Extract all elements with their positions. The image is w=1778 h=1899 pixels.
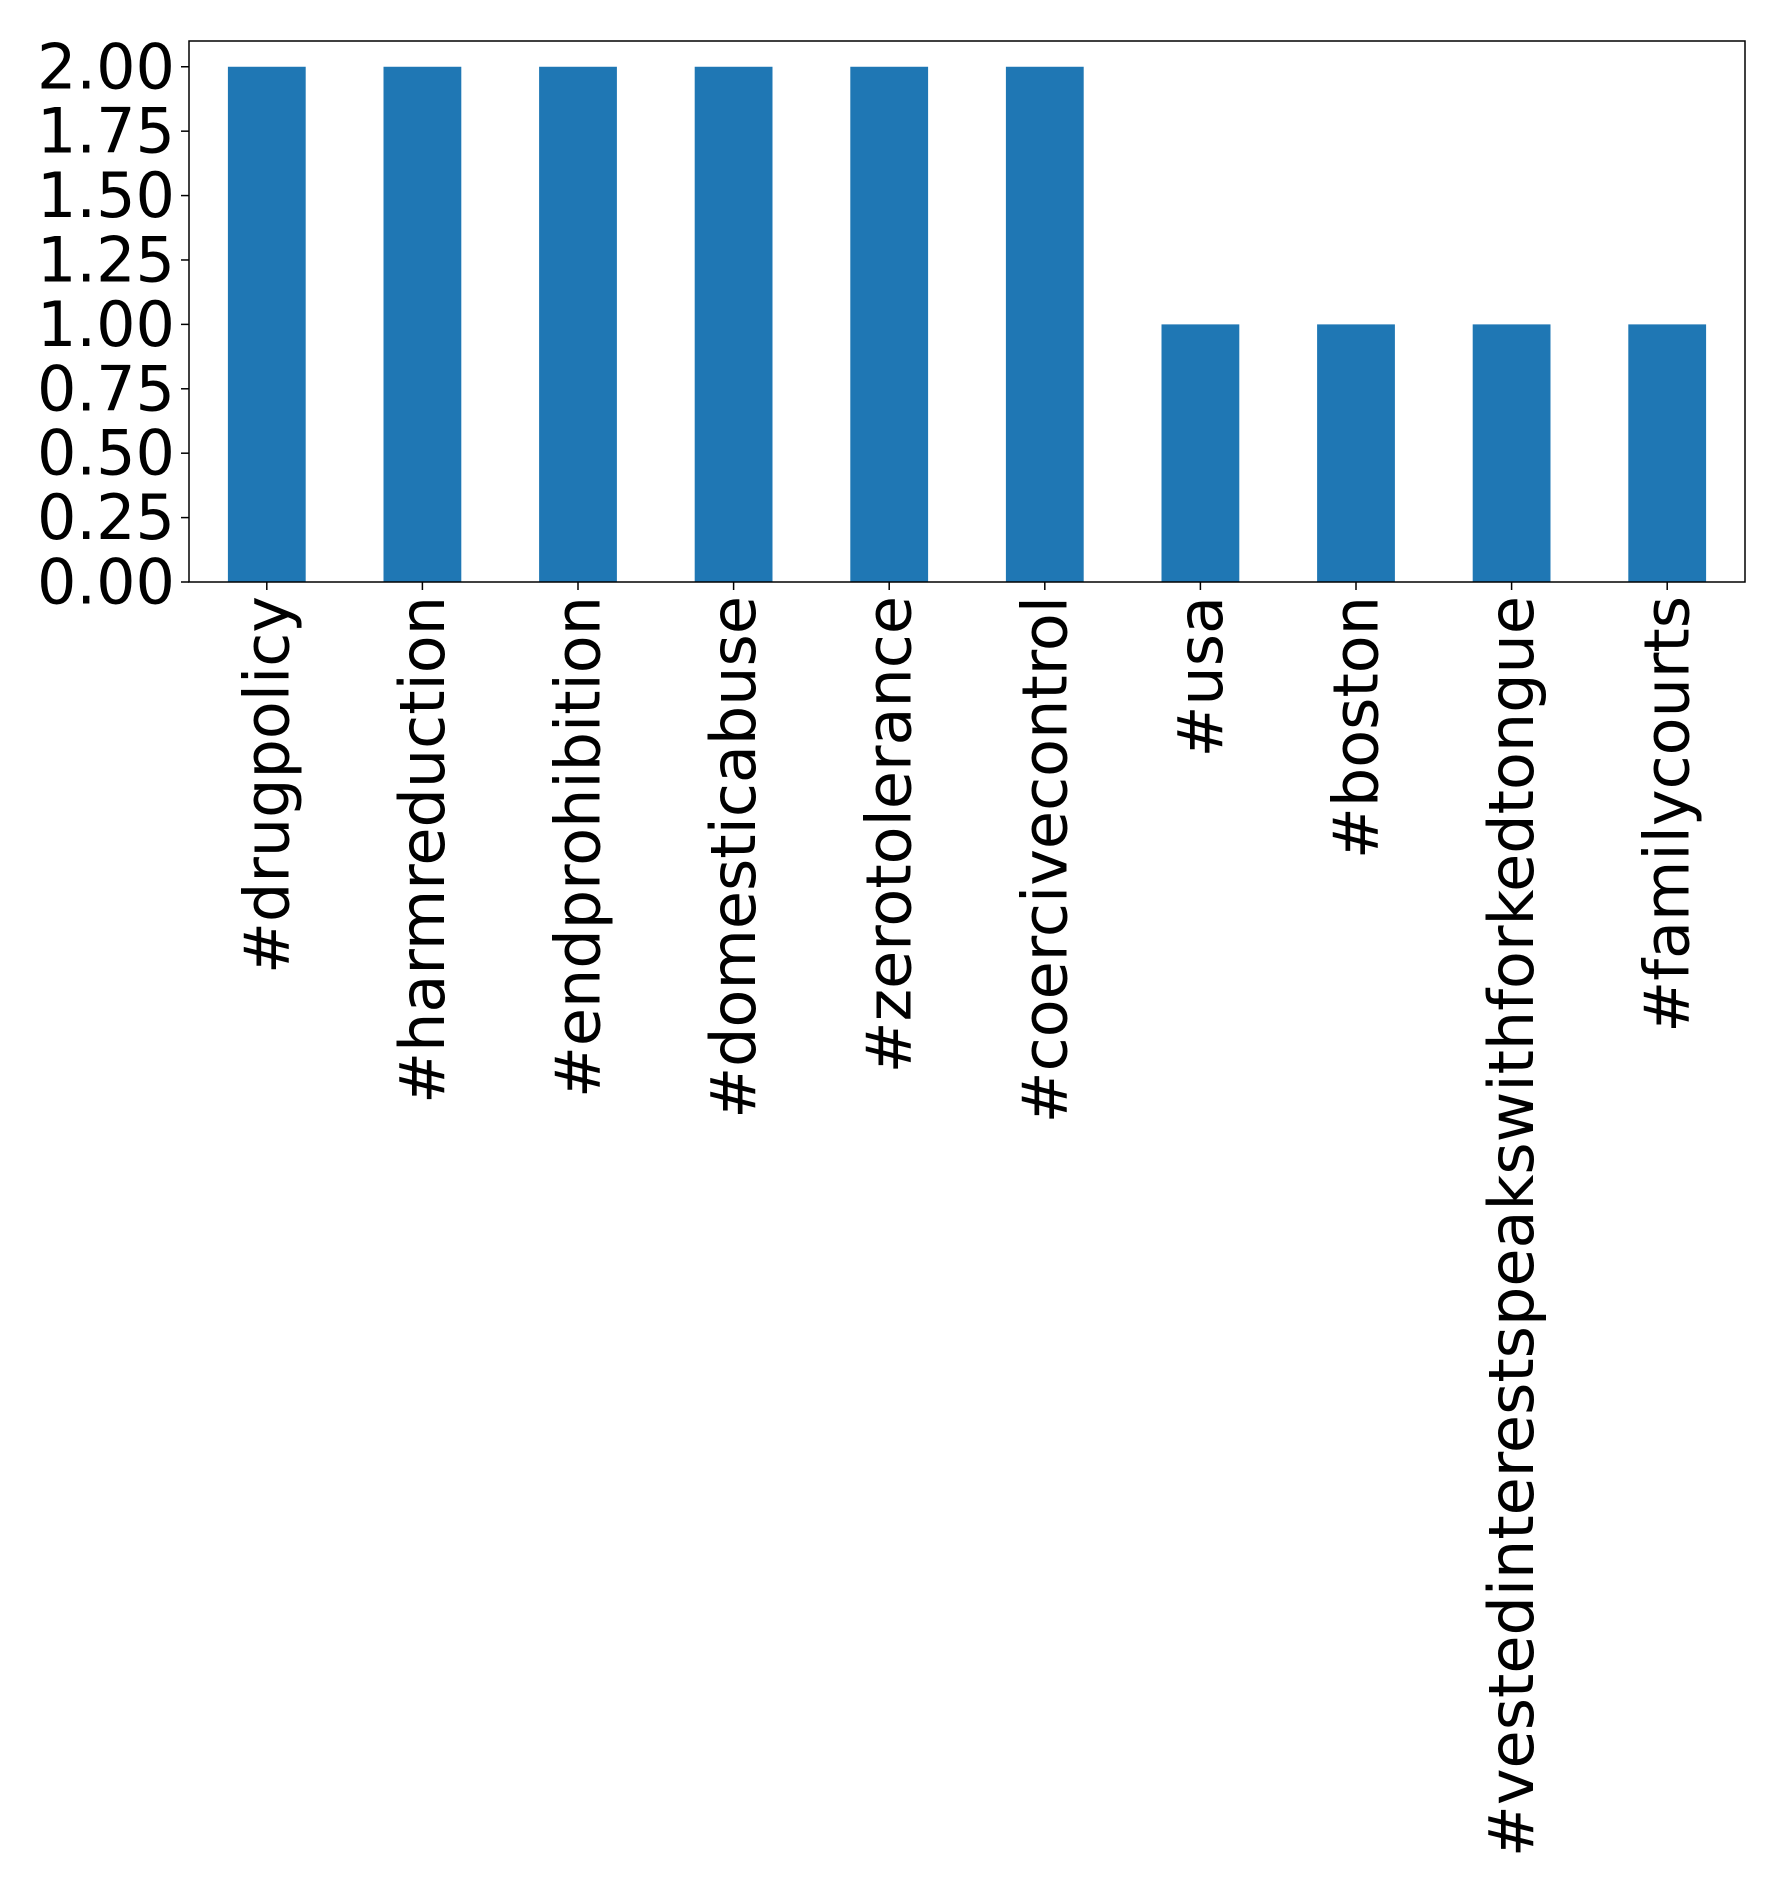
y-tick-label: 0.00 (37, 546, 175, 619)
x-tick-label: #familycourts (1631, 596, 1704, 1033)
bar-usa (1161, 324, 1240, 582)
bar-vestedinterestspeakswithforkedtongue (1472, 324, 1551, 582)
x-tick-label: #zerotolerance (853, 596, 926, 1073)
x-tick-label: #harmreduction (386, 596, 459, 1104)
plot-frame (188, 40, 1746, 583)
y-tick-label: 0.25 (37, 481, 175, 554)
x-tick-label: #drugpolicy (230, 596, 303, 974)
bar-zerotolerance (850, 66, 929, 582)
bar-harmreduction (383, 66, 462, 582)
y-tick-label: 1.75 (37, 95, 175, 168)
x-tick-label: #boston (1320, 596, 1393, 859)
y-tick-label: 0.50 (37, 417, 175, 490)
x-tick-label: #coercivecontrol (1008, 596, 1081, 1123)
y-axis: 0.000.250.500.751.001.251.501.752.00 (37, 30, 189, 619)
bar-endprohibition (539, 66, 617, 582)
x-tick-label: #usa (1164, 596, 1237, 758)
bars-group (227, 66, 1707, 582)
x-tick-label: #vestedinterestspeakswithforkedtongue (1475, 596, 1548, 1857)
bar-coercivecontrol (1005, 66, 1084, 582)
x-tick-label: #endprohibition (542, 596, 615, 1098)
x-axis: #drugpolicy #harmreduction #endprohibition… (230, 582, 1704, 1857)
y-tick-label: 1.00 (37, 288, 175, 361)
y-tick-label: 0.75 (37, 352, 175, 425)
bar-drugpolicy (227, 66, 306, 582)
y-tick-label: 2.00 (37, 30, 175, 103)
y-tick-label: 1.50 (37, 159, 175, 232)
y-tick-label: 1.25 (37, 223, 175, 296)
x-tick-label: #domesticabuse (697, 596, 770, 1119)
bar-familycourts (1628, 324, 1707, 582)
bar-domesticabuse (694, 66, 773, 582)
bar-boston (1317, 324, 1395, 582)
